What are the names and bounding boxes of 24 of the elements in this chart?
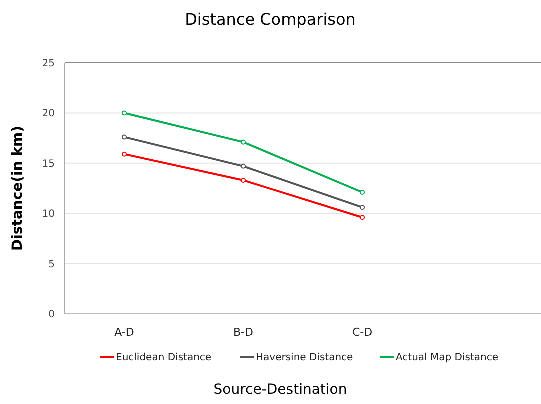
point (241, 178, 246, 183)
x-tick-label: C-D (352, 326, 373, 339)
y-tick-label: 20 (42, 108, 55, 120)
y-tick-label: 15 (42, 158, 55, 170)
y-tick-label: 10 (42, 209, 55, 220)
point (360, 190, 365, 196)
point (360, 205, 365, 210)
legend-label: Euclidean Distance (116, 352, 212, 364)
x-tick-label: B-D (234, 326, 254, 339)
point (122, 110, 127, 116)
point (122, 152, 127, 157)
point (122, 134, 127, 140)
x-axis-title: Source-Destination (214, 382, 348, 398)
point (360, 215, 365, 220)
legend-label: Haversine Distance (256, 352, 354, 364)
y-tick-label: 5 (48, 259, 55, 270)
legend-label: Actual Map Distance (396, 352, 499, 364)
point (241, 140, 246, 145)
x-tick-label: A-D (114, 326, 134, 339)
y-tick-label: 0 (48, 310, 55, 320)
y-tick-label: 25 (42, 58, 55, 70)
y-axis-title: Distance(in km) (10, 126, 26, 251)
point (241, 164, 246, 169)
chart-title: Distance Comparison (185, 10, 356, 29)
